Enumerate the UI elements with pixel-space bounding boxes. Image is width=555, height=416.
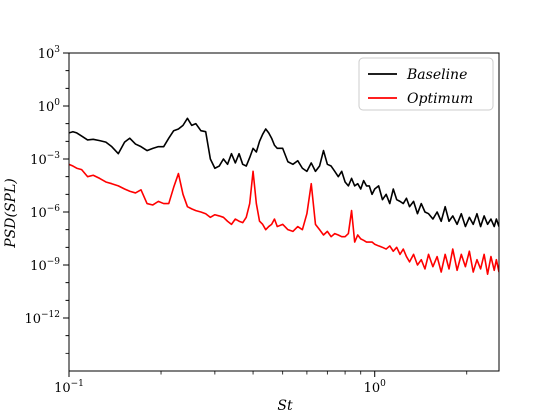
y-tick-label: 100: [38, 98, 61, 115]
y-tick-label: 10−3: [30, 151, 60, 168]
x-tick-label: 10−1: [54, 379, 84, 396]
y-tick-label: 103: [38, 45, 61, 62]
legend-label-baseline: Baseline: [406, 67, 467, 83]
series-line-optimum: [69, 163, 499, 276]
legend-label-optimum: Optimum: [407, 91, 473, 107]
y-tick-label: 10−6: [30, 204, 60, 221]
legend-box: [358, 57, 494, 111]
y-tick-label: 10−9: [30, 257, 60, 274]
x-axis-label: St: [277, 398, 293, 414]
series-layer: [69, 117, 499, 276]
y-tick-label: 10−12: [24, 310, 60, 327]
axes-layer: 10−1 100 10−12 10−9 10−6 10−3 100 103: [24, 45, 500, 396]
series-line-baseline: [69, 117, 499, 228]
legend: Baseline Optimum: [358, 57, 494, 111]
y-axis-label: PSD(SPL): [3, 178, 19, 248]
x-tick-label: 100: [364, 379, 387, 396]
